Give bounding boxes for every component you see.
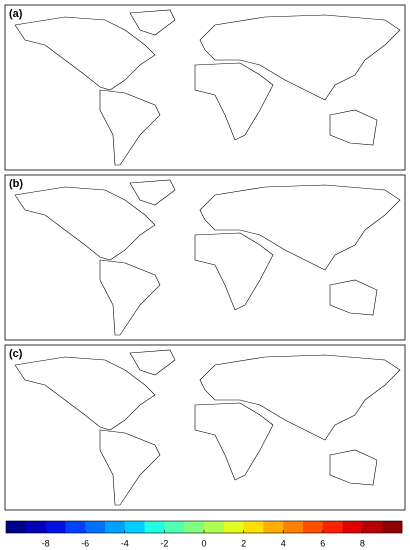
colorbar-bin: [204, 521, 225, 533]
colorbar-bin: [45, 521, 66, 533]
colorbar-tick-label: -4: [121, 538, 129, 548]
colorbar-tick-label: 6: [320, 538, 325, 548]
colorbar-bin: [342, 521, 363, 533]
colorbar-tick-label: -6: [81, 538, 89, 548]
colorbar-bin: [382, 521, 403, 533]
colorbar-bin: [184, 521, 205, 533]
colorbar-bin: [362, 521, 383, 533]
colorbar-bin: [164, 521, 185, 533]
colorbar-tick-label: 0: [201, 538, 206, 548]
panel-label: (c): [9, 348, 23, 360]
colorbar-bin: [243, 521, 264, 533]
colorbar-tick-label: 4: [281, 538, 286, 548]
panel-label: (a): [9, 8, 23, 20]
colorbar-tick-label: -2: [160, 538, 168, 548]
colorbar-bin: [283, 521, 304, 533]
colorbar-tick-label: -8: [42, 538, 50, 548]
colorbar-bin: [124, 521, 145, 533]
colorbar-bin: [85, 521, 106, 533]
colorbar-bin: [65, 521, 86, 533]
colorbar-bin: [25, 521, 46, 533]
colorbar-bin: [322, 521, 343, 533]
colorbar-bin: [6, 521, 27, 533]
colorbar-bin: [223, 521, 244, 533]
colorbar-tick-label: 2: [241, 538, 246, 548]
colorbar-bin: [303, 521, 324, 533]
colorbar-bin: [105, 521, 126, 533]
map-panel: (b): [4, 174, 406, 341]
colorbar-bin: [263, 521, 284, 533]
map-panel: (c): [4, 344, 406, 511]
colorbar-bin: [144, 521, 165, 533]
colorbar: -8 -6 -4 -2 0 2 4 6 8: [5, 520, 403, 548]
colorbar-tick-label: 8: [360, 538, 365, 548]
panel-label: (b): [9, 178, 23, 190]
map-panel: (a): [4, 4, 406, 171]
